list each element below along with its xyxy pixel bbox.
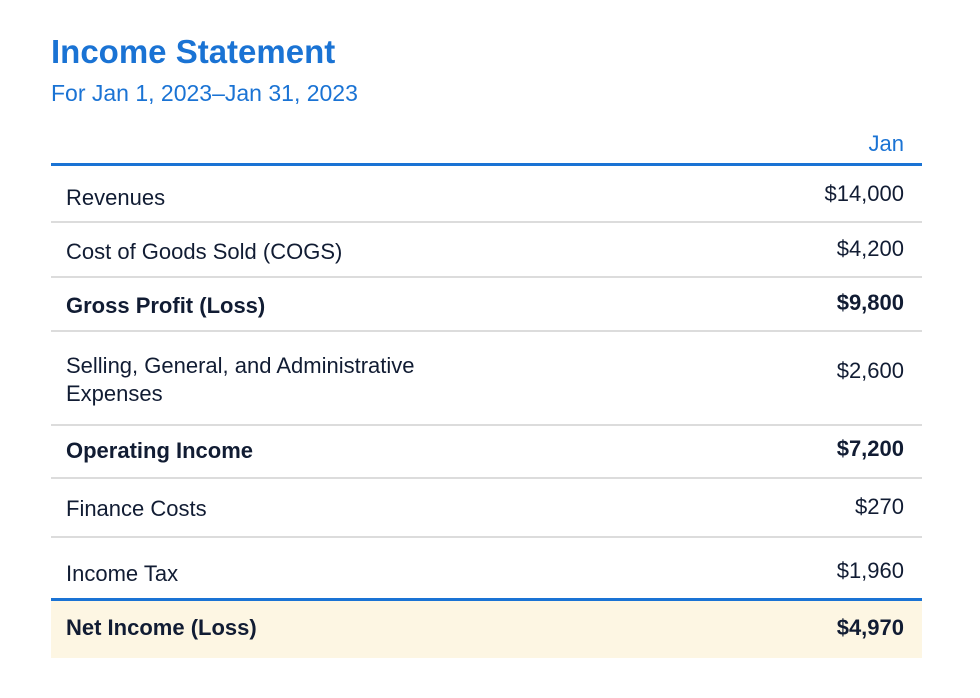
table-row-cogs: Cost of Goods Sold (COGS) $4,200: [51, 223, 922, 278]
row-label: Revenues: [66, 185, 166, 210]
table-row-finance-costs: Finance Costs $270: [51, 479, 922, 538]
row-value: $9,800: [836, 290, 904, 315]
table-row-operating-income: Operating Income $7,200: [51, 426, 922, 479]
row-value: $4,970: [836, 615, 904, 640]
table-row-revenues: Revenues $14,000: [51, 166, 922, 223]
row-label: Selling, General, and Administrative Exp…: [66, 353, 415, 406]
table-row-gross-profit: Gross Profit (Loss) $9,800: [51, 278, 922, 332]
row-value: $1,960: [836, 558, 904, 583]
row-label: Finance Costs: [66, 496, 207, 521]
table-row-sga-expenses: Selling, General, and Administrative Exp…: [51, 332, 922, 426]
column-header-jan: Jan: [868, 131, 904, 156]
row-value: $2,600: [836, 358, 904, 383]
row-label: Net Income (Loss): [66, 615, 257, 640]
row-label: Operating Income: [66, 438, 254, 463]
row-label: Cost of Goods Sold (COGS): [66, 239, 343, 264]
page-title: Income Statement: [51, 33, 336, 70]
row-value: $14,000: [824, 181, 904, 206]
table-row-net-income: Net Income (Loss) $4,970: [51, 601, 922, 658]
row-value: $7,200: [836, 436, 904, 461]
statement-table: Revenues $14,000 Cost of Goods Sold (COG…: [51, 163, 922, 658]
date-range-subtitle: For Jan 1, 2023–Jan 31, 2023: [51, 80, 358, 106]
table-row-income-tax: Income Tax $1,960: [51, 538, 922, 601]
row-label: Income Tax: [66, 561, 179, 586]
row-value: $270: [855, 494, 904, 519]
row-label: Gross Profit (Loss): [66, 293, 266, 318]
row-value: $4,200: [836, 236, 904, 261]
